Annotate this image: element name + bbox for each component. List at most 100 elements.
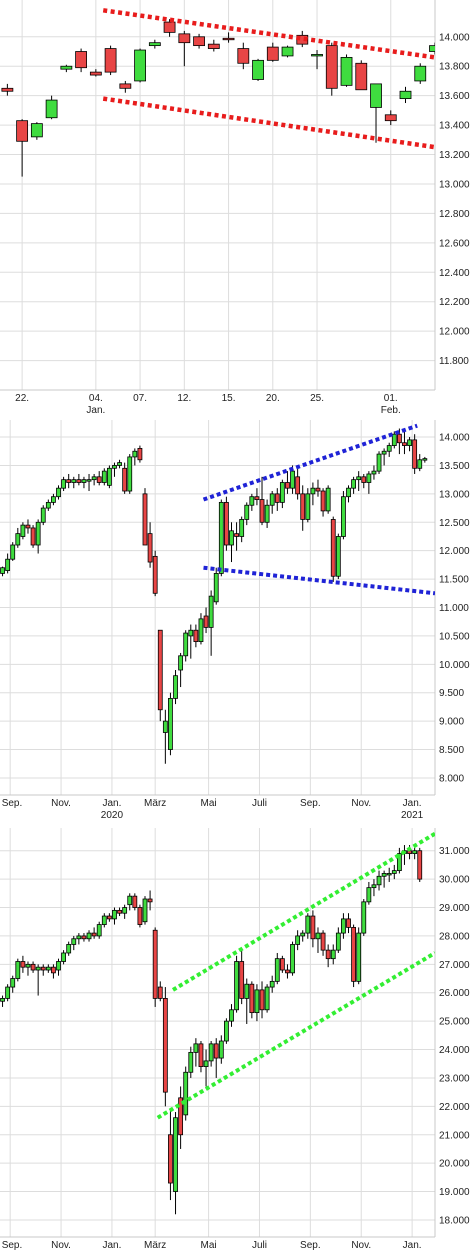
candle-up [264,499,270,528]
y-tick-label: 12.000 [439,546,470,557]
candle-up [244,978,250,1024]
candle-body [396,433,402,444]
x-tick-label: 04. [89,393,103,404]
x-tick-label: 07. [133,393,147,404]
candle-body [96,476,102,483]
candle-up [132,448,138,466]
candle-body [142,493,148,546]
y-tick-label: 8.500 [439,745,464,756]
candle-up [20,522,26,540]
y-tick-label: 21.000 [439,1130,470,1141]
candle-up [71,476,77,489]
candle-body [137,907,143,925]
candle-up [361,899,367,936]
candle-body [162,720,168,733]
candle-body [412,850,418,854]
candle-body [188,1051,194,1073]
candle-up [269,975,275,993]
candle-body [75,51,88,69]
candle-down [132,893,138,911]
candle-down [75,48,88,73]
candle-body [320,490,326,512]
candle-body [178,655,184,671]
candle-body [104,48,117,73]
candle-down [259,981,265,1019]
candle-body [168,698,173,750]
candle-body [381,450,387,455]
candle-up [60,64,73,73]
candle-up [122,904,128,919]
candle-body [142,898,148,923]
candle-up [173,1112,178,1215]
trend-line [102,8,435,60]
candle-up [391,431,397,449]
candle-body [237,48,250,64]
candle-down [320,488,326,517]
candle-body [91,476,97,481]
candle-up [346,485,351,503]
candle-body [101,915,107,925]
y-tick-label: 10.500 [439,631,470,642]
candle-up [356,471,362,492]
candle-down [178,1086,184,1149]
candle-body [86,479,92,482]
candle-body [122,907,128,914]
candle-body [252,59,264,80]
candle-body [414,65,427,82]
candle-body [40,507,46,523]
y-tick-label: 24.000 [439,1045,470,1056]
candle-body [222,37,235,41]
candle-up [188,624,194,659]
y-tick-label: 14.000 [439,32,470,43]
candle-body [244,504,250,520]
candle-body [300,493,306,520]
candle-body [325,487,331,512]
candle-up [366,881,372,905]
candle-body [295,476,301,495]
candle-up [117,459,122,469]
candle-up [40,505,46,526]
candle-up [371,879,377,897]
candle-down [249,981,255,1019]
candle-up [188,1046,194,1078]
candle-body [35,966,41,971]
gridlines [0,420,436,796]
y-tick-label: 13.000 [439,179,470,190]
y-tick-label: 18.000 [439,1215,470,1226]
candle-body [25,524,31,529]
candle-down [224,496,229,551]
candle-body [274,958,280,982]
candle-down [91,927,97,939]
candle-down [152,927,158,1007]
candle-body [340,56,353,86]
x-tick-label: 01. [384,393,398,404]
y-tick-label: 12.400 [439,268,470,279]
candle-down [417,847,423,882]
gridlines [0,0,436,391]
candle-body [429,45,435,52]
candle-down [193,33,205,49]
candle-up [295,930,301,951]
candle-down [213,1038,219,1078]
candle-body [119,83,132,89]
candle-down [168,1109,173,1201]
candle-up [25,961,31,976]
candle-up [178,652,184,688]
y-tick-label: 12.200 [439,297,470,308]
candle-down [295,468,301,500]
candle-down [259,476,265,526]
candle-body [376,875,382,886]
candle-up [142,896,148,925]
candle-up [193,1038,199,1067]
candle-down [310,910,316,948]
candle-down [163,19,176,37]
chart-panel-18-months-dow: 31.000 30.000 29.000 28.000 27.000 26.000 25.0… [0,828,470,1250]
candle-up [422,456,428,463]
candle-up [376,451,382,474]
candle-up [310,482,316,506]
candle-body [56,961,61,971]
candle-up [86,473,92,492]
candle-up [10,975,16,993]
candle-body [346,487,351,498]
